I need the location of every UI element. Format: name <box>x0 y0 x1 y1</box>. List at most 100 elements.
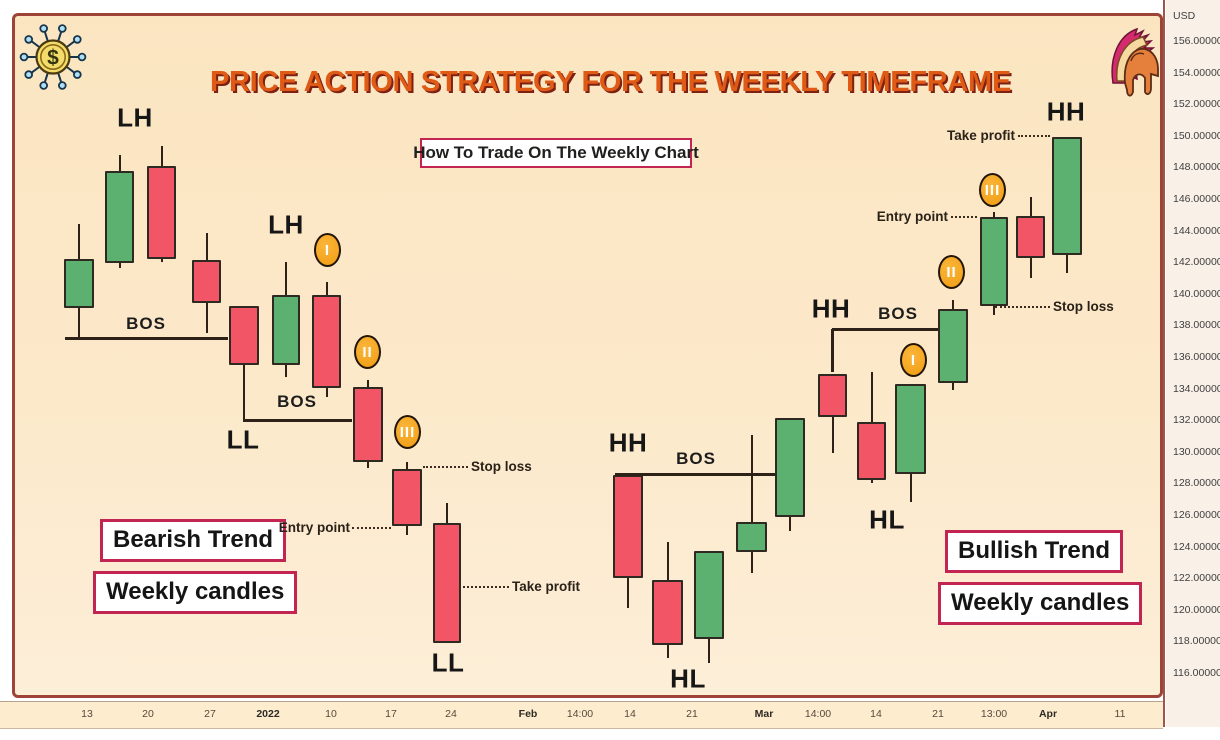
time-axis-label: 13:00 <box>980 708 1008 720</box>
price-axis-label: 128.00000 <box>1173 477 1220 489</box>
annotation-dotted-line <box>1018 135 1050 137</box>
time-axis-label: 10 <box>325 708 337 720</box>
swing-label: HL <box>670 663 706 694</box>
weekly-candles-badge-left: Weekly candles <box>93 571 298 614</box>
price-axis-label: 148.00000 <box>1173 161 1220 173</box>
annotation-dotted-line <box>423 466 468 468</box>
step-circle: I <box>900 343 927 377</box>
price-axis-label: 116.00000 <box>1173 667 1220 679</box>
candle <box>694 551 724 639</box>
price-axis-label: 134.00000 <box>1173 383 1220 395</box>
step-circle: II <box>354 335 381 369</box>
candle <box>353 387 383 462</box>
bos-line <box>832 328 938 331</box>
price-axis-label: 140.00000 <box>1173 288 1220 300</box>
candle <box>613 475 643 578</box>
time-axis-label: 14 <box>870 708 882 720</box>
time-axis-label: 17 <box>385 708 397 720</box>
candle <box>938 309 968 383</box>
time-axis-label: 14 <box>624 708 636 720</box>
time-axis-label: Feb <box>518 708 538 720</box>
bullish-trend-badge: Bullish Trend <box>945 530 1124 573</box>
annotation-label: Entry point <box>876 209 948 224</box>
bos-vline <box>831 329 834 372</box>
swing-label: HH <box>811 293 851 324</box>
price-axis-label: 156.00000 <box>1173 35 1220 47</box>
time-axis-label: 13 <box>81 708 93 720</box>
time-axis-label: Apr <box>1038 708 1058 720</box>
price-axis-label: 136.00000 <box>1173 351 1220 363</box>
candle <box>980 217 1008 306</box>
price-axis-label: 122.00000 <box>1173 572 1220 584</box>
time-axis-label: 14:00 <box>566 708 594 720</box>
candle <box>775 418 805 517</box>
swing-label: LL <box>226 424 260 455</box>
candle <box>1016 216 1045 258</box>
price-axis-label: 120.00000 <box>1173 604 1220 616</box>
bos-line <box>243 419 352 422</box>
candle <box>652 580 683 645</box>
candle <box>192 260 221 303</box>
time-axis-label: Mar <box>754 708 774 720</box>
price-axis-label: 154.00000 <box>1173 67 1220 79</box>
time-axis: 13 20 27 2022 10 17 24 Feb 14:00 14 21 Mar 14:00 14 21… <box>0 701 1163 729</box>
bos-line <box>65 337 228 340</box>
annotation-label: Entry point <box>278 520 350 535</box>
annotation-dotted-line <box>995 306 1050 308</box>
price-axis-label: 150.00000 <box>1173 130 1220 142</box>
annotation-dotted-line <box>463 586 509 588</box>
time-axis-label: 24 <box>445 708 457 720</box>
swing-label: HH <box>1046 96 1086 127</box>
time-axis-label: 21 <box>932 708 944 720</box>
step-circle: III <box>979 173 1006 207</box>
price-axis-label: 126.00000 <box>1173 509 1220 521</box>
subtitle-box: How To Trade On The Weekly Chart <box>413 138 699 168</box>
time-axis-label: 20 <box>142 708 154 720</box>
annotation-label: Stop loss <box>471 459 532 474</box>
candle <box>736 522 767 552</box>
spartan-helmet-icon <box>1111 27 1159 97</box>
swing-label: LH <box>117 102 153 133</box>
price-axis-label: 144.00000 <box>1173 225 1220 237</box>
price-axis-label: 132.00000 <box>1173 414 1220 426</box>
price-axis-label: 152.00000 <box>1173 98 1220 110</box>
dollar-network-icon: $ <box>19 24 87 90</box>
bos-label: BOS <box>277 392 317 411</box>
annotation-dotted-line <box>352 527 391 529</box>
swing-label: LH <box>268 209 304 240</box>
candle <box>272 295 300 365</box>
bos-line <box>615 473 775 476</box>
price-axis-label: 118.00000 <box>1173 635 1220 647</box>
annotation-dotted-line <box>951 216 977 218</box>
annotation-label: Take profit <box>946 128 1015 143</box>
svg-text:$: $ <box>47 47 59 70</box>
price-axis-label: 130.00000 <box>1173 446 1220 458</box>
candle <box>64 259 94 308</box>
candle <box>433 523 461 643</box>
price-axis-label: 124.00000 <box>1173 541 1220 553</box>
time-axis-label: 21 <box>686 708 698 720</box>
candle <box>229 306 259 365</box>
step-circle: I <box>314 233 341 267</box>
candle <box>312 295 341 388</box>
time-axis-label: 2022 <box>256 708 280 720</box>
price-axis-label: 146.00000 <box>1173 193 1220 205</box>
annotation-label: Take profit <box>512 579 581 594</box>
step-circle: II <box>938 255 965 289</box>
swing-label: HL <box>869 504 905 535</box>
price-axis-label: 138.00000 <box>1173 319 1220 331</box>
time-axis-label: 14:00 <box>804 708 832 720</box>
candle <box>1052 137 1082 255</box>
price-axis-label: 142.00000 <box>1173 256 1220 268</box>
candle <box>818 374 847 417</box>
candle-wick <box>750 435 753 573</box>
step-circle: III <box>394 415 421 449</box>
time-axis-label: 27 <box>204 708 216 720</box>
candle <box>105 171 134 263</box>
candle <box>392 469 422 526</box>
weekly-candles-badge-right: Weekly candles <box>938 582 1143 625</box>
price-axis: 156.00000 154.00000 152.00000 150.00000 148.… <box>1166 0 1220 727</box>
price-axis-unit: USD <box>1173 10 1196 22</box>
price-axis-divider <box>1163 0 1165 727</box>
